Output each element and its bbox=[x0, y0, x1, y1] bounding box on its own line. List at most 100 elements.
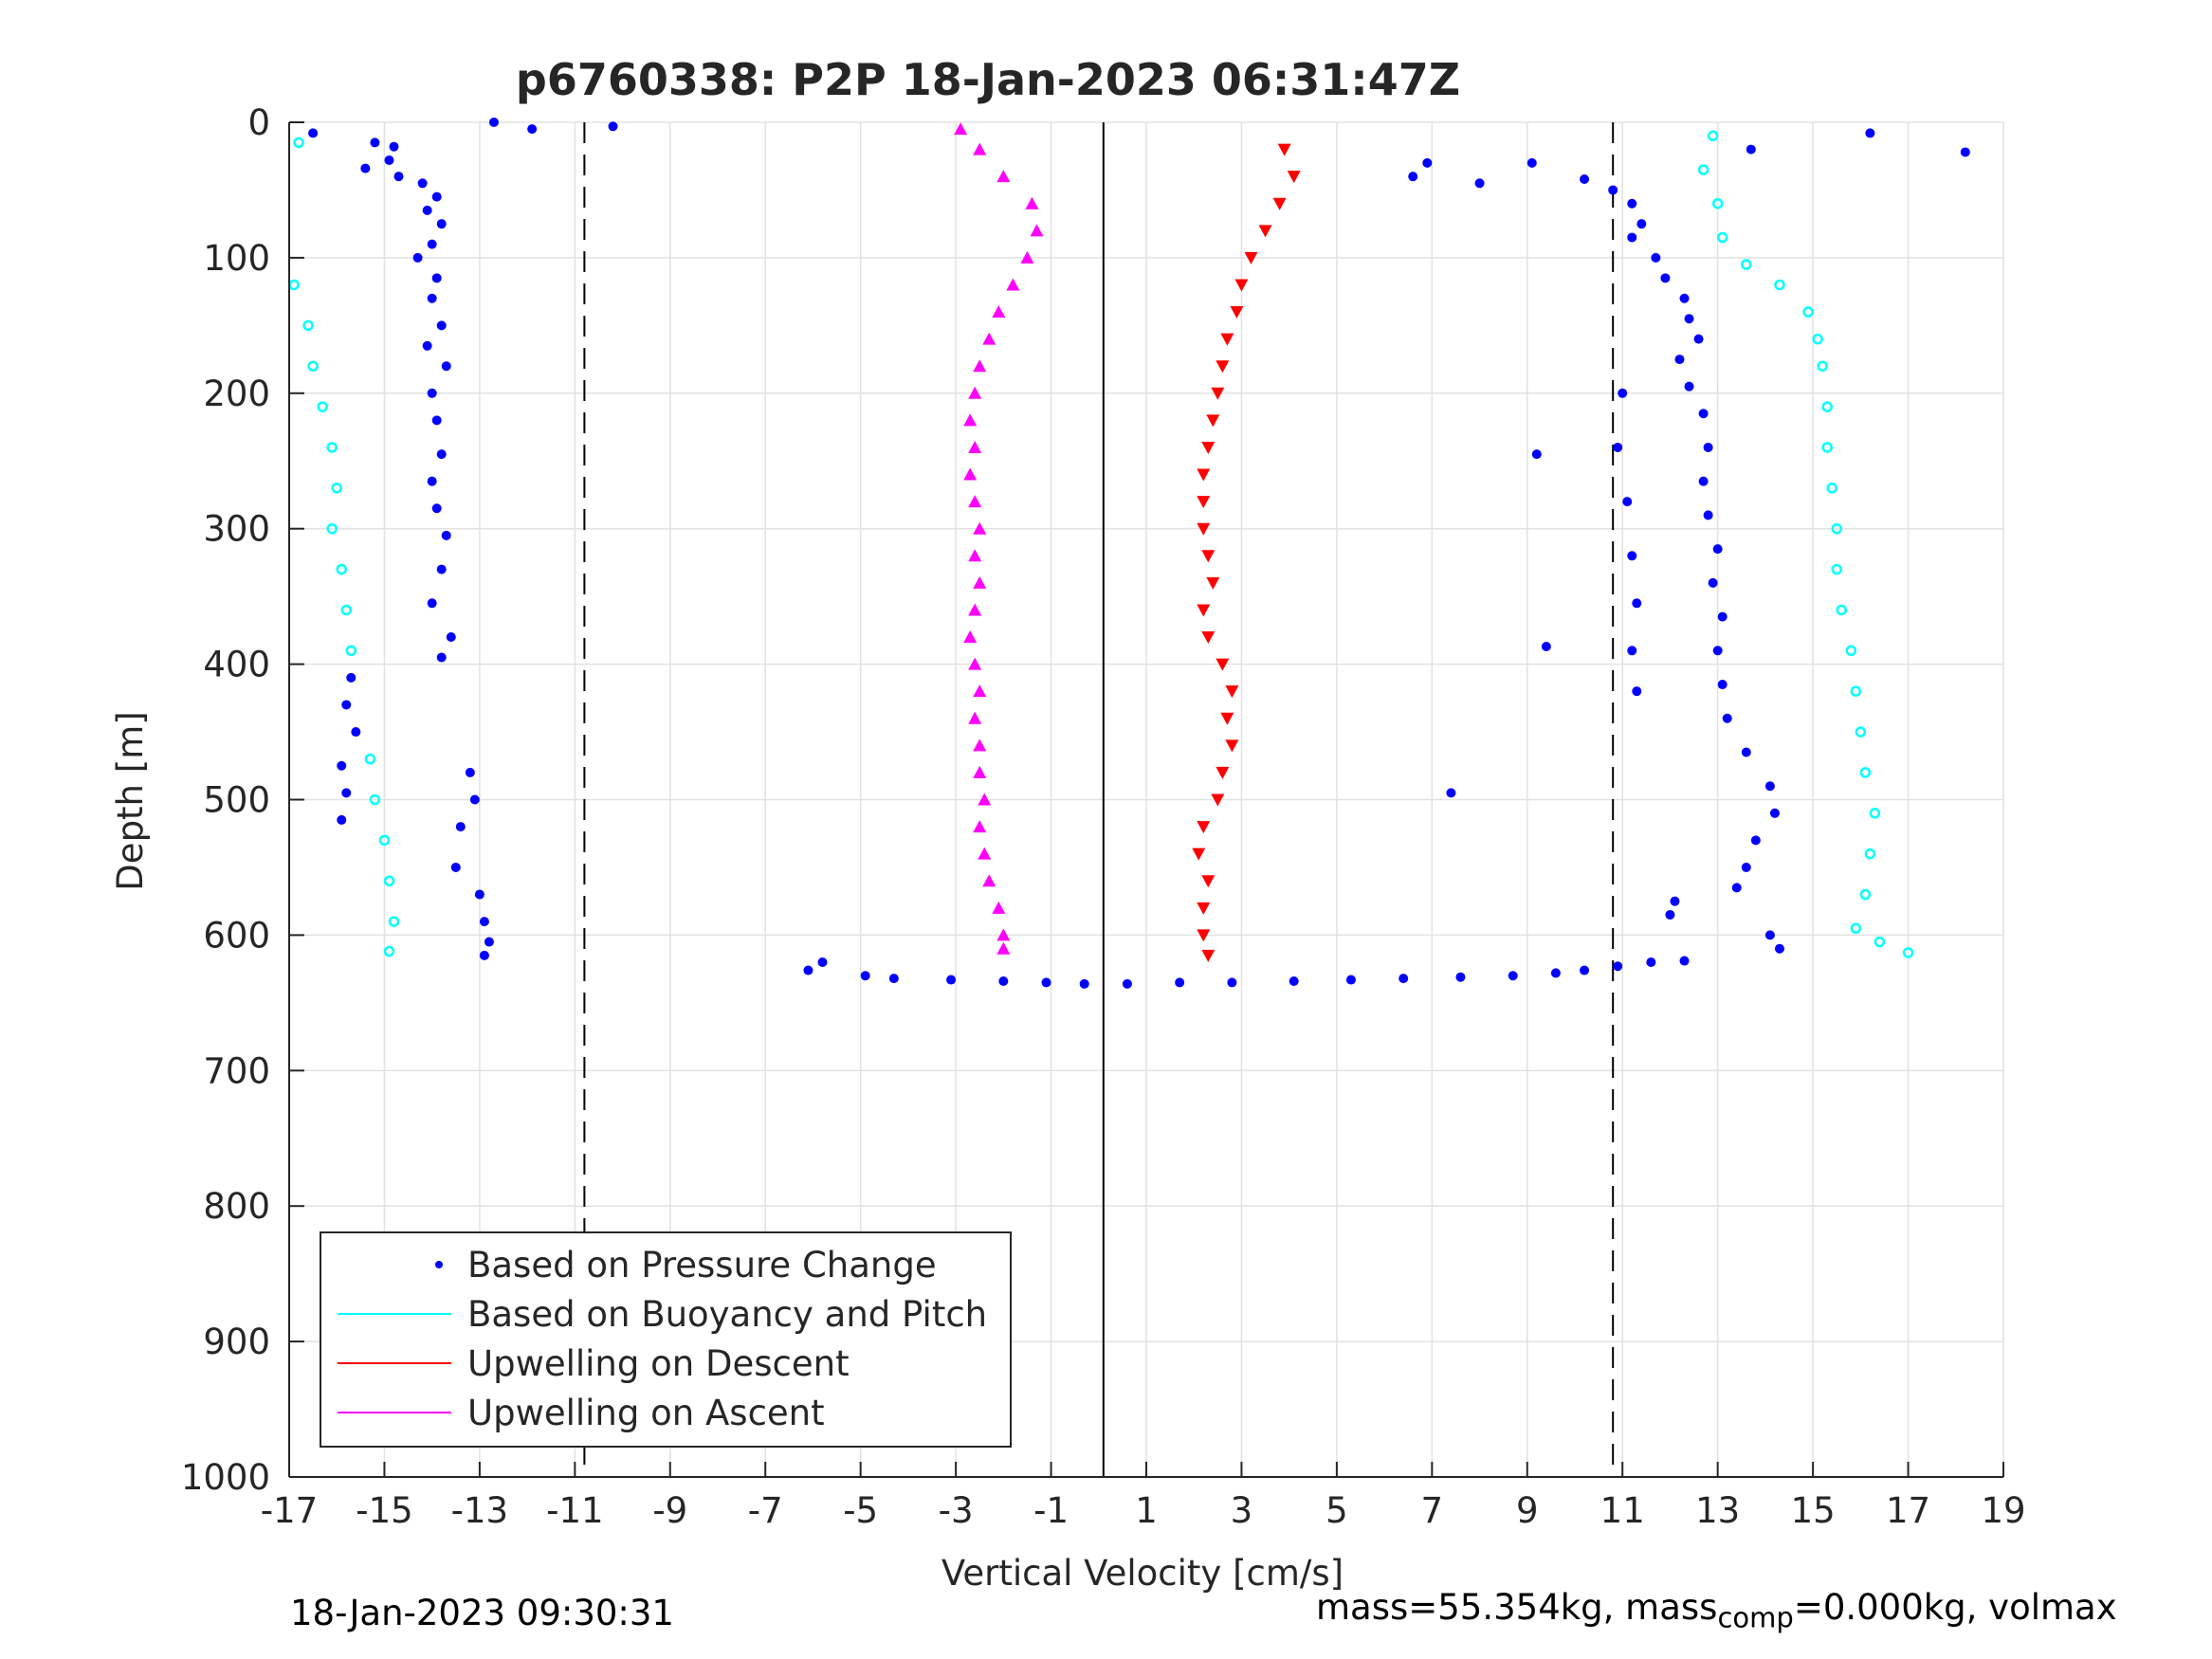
ascent-upwelling-marker bbox=[1030, 224, 1044, 237]
ascent-upwelling-marker bbox=[996, 170, 1011, 183]
buoyancy-pitch-point bbox=[378, 834, 391, 847]
pressure-change-point bbox=[1541, 642, 1551, 652]
x-tick-label: 17 bbox=[1886, 1490, 1930, 1531]
buoyancy-pitch-point bbox=[1707, 130, 1719, 142]
pressure-change-point bbox=[1408, 172, 1418, 182]
pressure-change-point bbox=[1717, 680, 1728, 690]
descent-upwelling-marker bbox=[1211, 387, 1225, 400]
ascent-upwelling-marker bbox=[1020, 250, 1034, 264]
footer-timestamp: 18-Jan-2023 09:30:31 bbox=[290, 1593, 674, 1633]
pressure-change-point bbox=[360, 163, 371, 173]
descent-upwelling-marker bbox=[1225, 685, 1239, 699]
descent-upwelling-marker bbox=[1230, 306, 1244, 319]
buoyancy-pitch-point bbox=[1859, 767, 1872, 778]
x-tick-label: 9 bbox=[1516, 1490, 1539, 1531]
buoyancy-pitch-point bbox=[1855, 726, 1867, 738]
y-tick-label: 500 bbox=[203, 780, 270, 821]
x-tick-label: -13 bbox=[451, 1490, 508, 1531]
buoyancy-pitch-point bbox=[1697, 164, 1709, 175]
buoyancy-pitch-point bbox=[364, 753, 376, 765]
descent-upwelling-marker bbox=[1197, 468, 1211, 482]
descent-upwelling-marker bbox=[1234, 279, 1249, 292]
descent-upwelling-marker bbox=[1201, 550, 1216, 563]
pressure-change-point bbox=[1674, 355, 1685, 365]
pressure-change-point bbox=[436, 564, 447, 574]
descent-upwelling-marker bbox=[1287, 171, 1301, 184]
pressure-change-point bbox=[527, 124, 538, 135]
pressure-change-point bbox=[817, 957, 828, 967]
pressure-change-point bbox=[431, 415, 442, 426]
pressure-change-point bbox=[860, 971, 870, 981]
pressure-change-point bbox=[346, 672, 356, 683]
pressure-change-point bbox=[484, 937, 494, 947]
pressure-change-point bbox=[888, 974, 899, 984]
chart-title: p6760338: P2P 18-Jan-2023 06:31:47Z bbox=[516, 54, 1460, 105]
x-tick-label: 3 bbox=[1231, 1490, 1253, 1531]
pressure-change-point bbox=[422, 340, 432, 351]
pressure-change-point bbox=[1627, 232, 1637, 243]
x-tick-label: -3 bbox=[939, 1490, 974, 1531]
ascent-upwelling-marker bbox=[973, 738, 987, 752]
buoyancy-pitch-point bbox=[1850, 922, 1862, 935]
footer-mass-text-2: =0.000kg, volmax bbox=[1793, 1587, 2117, 1628]
pressure-change-point bbox=[436, 449, 447, 460]
pressure-change-point bbox=[1651, 252, 1661, 263]
legend-label: Upwelling on Ascent bbox=[467, 1393, 825, 1433]
descent-upwelling-marker bbox=[1201, 631, 1216, 645]
pressure-change-point bbox=[1455, 972, 1466, 982]
ascent-upwelling-marker bbox=[968, 549, 982, 562]
buoyancy-pitch-point bbox=[383, 875, 395, 886]
pressure-change-point bbox=[465, 767, 475, 777]
descent-upwelling-marker bbox=[1201, 949, 1216, 962]
pressure-change-point bbox=[1580, 965, 1590, 975]
x-tick-label: 5 bbox=[1325, 1490, 1348, 1531]
buoyancy-pitch-point bbox=[1812, 333, 1823, 345]
x-tick-label: -15 bbox=[356, 1490, 412, 1531]
ascent-upwelling-marker bbox=[973, 575, 987, 589]
x-tick-label: -1 bbox=[1033, 1490, 1069, 1531]
ascent-upwelling-marker bbox=[992, 305, 1006, 319]
buoyancy-pitch-point bbox=[331, 483, 342, 494]
buoyancy-pitch-point bbox=[1802, 306, 1814, 318]
pressure-change-point bbox=[1550, 968, 1561, 978]
ascent-upwelling-marker bbox=[973, 521, 987, 535]
buoyancy-pitch-point bbox=[1821, 442, 1833, 453]
y-tick-label: 0 bbox=[247, 102, 270, 143]
pressure-change-point bbox=[1398, 974, 1409, 984]
buoyancy-pitch-point bbox=[388, 916, 400, 927]
buoyancy-pitch-point bbox=[345, 645, 357, 657]
buoyancy-pitch-point bbox=[369, 793, 381, 806]
pressure-change-point bbox=[412, 252, 423, 263]
pressure-change-point bbox=[946, 975, 957, 985]
x-axis-label: Vertical Velocity [cm/s] bbox=[941, 1553, 1344, 1594]
pressure-change-point bbox=[1646, 957, 1656, 967]
pressure-change-point bbox=[479, 917, 489, 927]
x-tick-label: 13 bbox=[1695, 1490, 1740, 1531]
pressure-change-point bbox=[1474, 178, 1485, 189]
buoyancy-pitch-point bbox=[383, 945, 395, 957]
descent-upwelling-marker bbox=[1197, 929, 1211, 942]
pressure-change-point bbox=[1703, 442, 1713, 452]
y-tick-label: 600 bbox=[203, 915, 270, 956]
descent-upwelling-marker bbox=[1197, 496, 1211, 509]
y-axis-label: Depth [m] bbox=[110, 711, 151, 890]
pressure-change-point bbox=[455, 822, 466, 832]
pressure-change-point bbox=[446, 632, 456, 643]
legend-label: Based on Buoyancy and Pitch bbox=[467, 1294, 987, 1335]
ascent-upwelling-marker bbox=[982, 874, 996, 887]
ascent-upwelling-marker bbox=[968, 603, 982, 616]
descent-upwelling-marker bbox=[1197, 522, 1211, 536]
ascent-upwelling-marker bbox=[963, 467, 978, 481]
pressure-change-point bbox=[351, 727, 361, 738]
pressure-change-point bbox=[1665, 909, 1675, 920]
pressure-change-point bbox=[1613, 442, 1623, 452]
x-tick-label: 15 bbox=[1791, 1490, 1836, 1531]
pressure-change-point bbox=[488, 118, 499, 127]
y-tick-label: 900 bbox=[203, 1322, 270, 1362]
y-tick-label: 700 bbox=[203, 1050, 270, 1091]
ascent-upwelling-marker bbox=[963, 413, 978, 427]
pressure-change-point bbox=[469, 794, 480, 805]
pressure-change-point bbox=[1618, 388, 1628, 398]
buoyancy-pitch-point bbox=[326, 522, 338, 535]
pressure-change-point bbox=[1750, 835, 1761, 846]
